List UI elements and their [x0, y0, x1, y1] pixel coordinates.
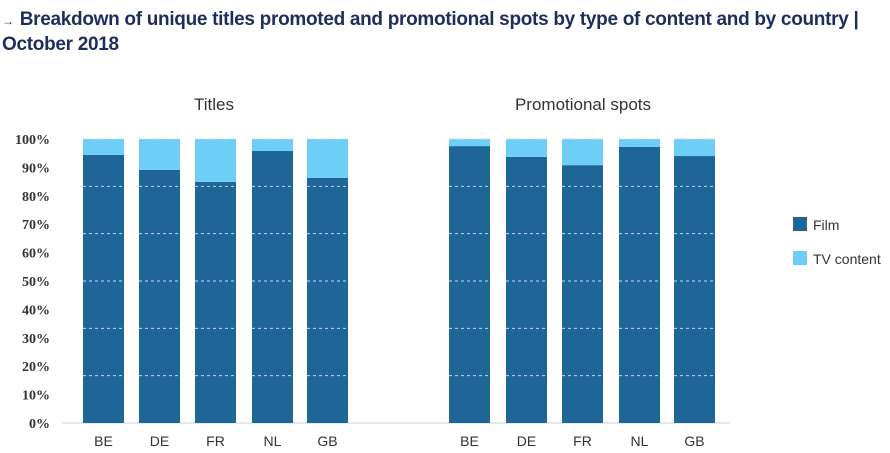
- panel-title: Titles: [194, 95, 234, 114]
- bar-tv-content: [195, 139, 236, 182]
- bar-tv-content: [619, 139, 660, 147]
- x-tick-label: DE: [517, 433, 536, 449]
- bar-tv-content: [506, 139, 547, 157]
- y-tick-label: 100%: [15, 133, 50, 148]
- bar-tv-content: [307, 139, 348, 178]
- bar-film: [449, 146, 490, 423]
- legend-label: TV content: [813, 251, 881, 267]
- x-tick-label: NL: [631, 433, 649, 449]
- bar-tv-content: [252, 139, 293, 151]
- y-tick-label: 70%: [22, 218, 50, 233]
- y-tick-label: 20%: [22, 360, 50, 375]
- bar-film: [562, 165, 603, 424]
- bar-tv-content: [83, 139, 124, 155]
- bar-tv-content: [562, 139, 603, 166]
- x-tick-label: GB: [317, 433, 337, 449]
- y-tick-label: 90%: [22, 161, 50, 176]
- bar-film: [307, 177, 348, 423]
- bar-tv-content: [449, 139, 490, 147]
- bar-film: [674, 156, 715, 424]
- chart-title: → Breakdown of unique titles promoted and…: [2, 8, 862, 57]
- legend-swatch: [793, 251, 807, 265]
- legend-swatch: [793, 217, 807, 231]
- x-tick-label: GB: [684, 433, 704, 449]
- x-tick-label: NL: [264, 433, 282, 449]
- x-tick-label: DE: [150, 433, 169, 449]
- x-tick-label: BE: [460, 433, 479, 449]
- chart-title-text: Breakdown of unique titles promoted and …: [2, 9, 859, 55]
- x-tick-label: BE: [94, 433, 113, 449]
- bar-film: [139, 169, 180, 423]
- bar-film: [83, 154, 124, 424]
- y-tick-label: 0%: [29, 417, 50, 432]
- y-tick-label: 60%: [22, 247, 50, 262]
- x-tick-label: FR: [573, 433, 592, 449]
- y-tick-label: 10%: [22, 389, 50, 404]
- x-tick-label: FR: [206, 433, 225, 449]
- y-tick-label: 30%: [22, 332, 50, 347]
- y-tick-label: 40%: [22, 303, 50, 318]
- bar-film: [619, 146, 660, 423]
- bar-film: [506, 156, 547, 423]
- panel-title: Promotional spots: [515, 95, 651, 114]
- bar-tv-content: [139, 139, 180, 170]
- bar-film: [195, 181, 236, 423]
- arrow-right-icon: →: [2, 14, 14, 28]
- legend-label: Film: [813, 217, 839, 233]
- bar-film: [252, 150, 293, 424]
- y-tick-label: 80%: [22, 190, 50, 205]
- bar-tv-content: [674, 139, 715, 157]
- y-tick-label: 50%: [22, 275, 50, 290]
